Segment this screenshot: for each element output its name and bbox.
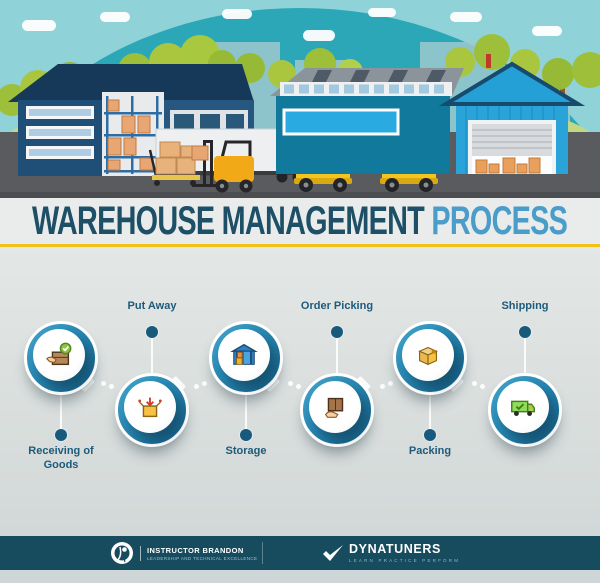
step-circle — [209, 321, 283, 395]
instructor-brandon-logo: INSTRUCTOR BRANDON LEADERSHIP AND TECHNI… — [110, 536, 257, 570]
bottom-strip — [0, 570, 600, 583]
step-circle — [115, 373, 189, 447]
step-label: Receiving of Goods — [28, 445, 94, 472]
packing-icon — [418, 346, 438, 366]
page-title: WAREHOUSE MANAGEMENT PROCESS — [0, 201, 600, 241]
step-circle — [488, 373, 562, 447]
dynatuners-check-icon — [323, 545, 343, 561]
path-dot — [388, 381, 393, 386]
footer-divider — [262, 542, 263, 564]
step-connector-line — [429, 395, 431, 429]
shipping-icon — [511, 400, 535, 416]
warehouse-scene-illustration — [0, 0, 600, 198]
receiving-goods-icon — [46, 342, 72, 366]
step-connector-line — [245, 395, 247, 429]
step-label: Shipping — [501, 300, 549, 312]
storage-icon — [230, 343, 258, 365]
center-warehouse — [270, 54, 491, 174]
put-away-icon — [138, 397, 162, 418]
step-connector-line — [60, 395, 62, 429]
step-label: Order Picking — [300, 300, 374, 312]
pallet-boxes — [148, 141, 200, 186]
path-dot — [202, 381, 207, 386]
step-node-dot — [519, 326, 531, 338]
step-circle — [24, 321, 98, 395]
stored-boxes — [475, 157, 541, 174]
path-dot — [296, 384, 301, 389]
step-node-dot — [55, 429, 67, 441]
step-circle — [300, 373, 374, 447]
path-dot — [480, 384, 485, 389]
instructor-brandon-tagline: LEADERSHIP AND TECHNICAL EXCELLENCE — [147, 555, 258, 561]
process-flow: Receiving of Goods Put Away — [0, 247, 600, 536]
rack-boxes — [107, 99, 154, 171]
title-main: WAREHOUSE MANAGEMENT — [32, 199, 425, 243]
blue-sign — [282, 108, 400, 136]
step-connector-line — [151, 338, 153, 373]
instructor-brandon-icon — [111, 542, 133, 564]
warehouse-windows — [26, 106, 94, 159]
title-banner: WAREHOUSE MANAGEMENT PROCESS — [0, 198, 600, 247]
dynatuners-name: DYNATUNERS — [349, 542, 441, 557]
right-warehouse — [438, 61, 586, 174]
path-dot — [101, 381, 106, 386]
forklift — [191, 140, 254, 193]
title-accent: PROCESS — [431, 199, 569, 243]
step-node-dot — [331, 326, 343, 338]
path-dot — [288, 381, 293, 386]
step-label: Storage — [225, 445, 267, 457]
step-node-dot — [424, 429, 436, 441]
step-label: Packing — [408, 445, 452, 457]
path-dot — [380, 384, 385, 389]
step-connector-line — [524, 338, 526, 373]
step-node-dot — [240, 429, 252, 441]
path-dot — [194, 384, 199, 389]
footer-bar: INSTRUCTOR BRANDON LEADERSHIP AND TECHNI… — [0, 536, 600, 570]
dynatuners-logo: DYNATUNERS LEARN PRACTICE PERFORM — [322, 536, 460, 570]
dynatuners-tagline: LEARN PRACTICE PERFORM — [349, 557, 461, 563]
path-dot — [109, 384, 114, 389]
instructor-brandon-name: INSTRUCTOR BRANDON — [147, 545, 244, 555]
path-dot — [472, 381, 477, 386]
clouds — [22, 8, 562, 41]
step-label: Put Away — [127, 300, 177, 312]
order-picking-icon — [324, 397, 344, 418]
step-connector-line — [336, 338, 338, 373]
step-node-dot — [146, 326, 158, 338]
step-circle — [393, 321, 467, 395]
